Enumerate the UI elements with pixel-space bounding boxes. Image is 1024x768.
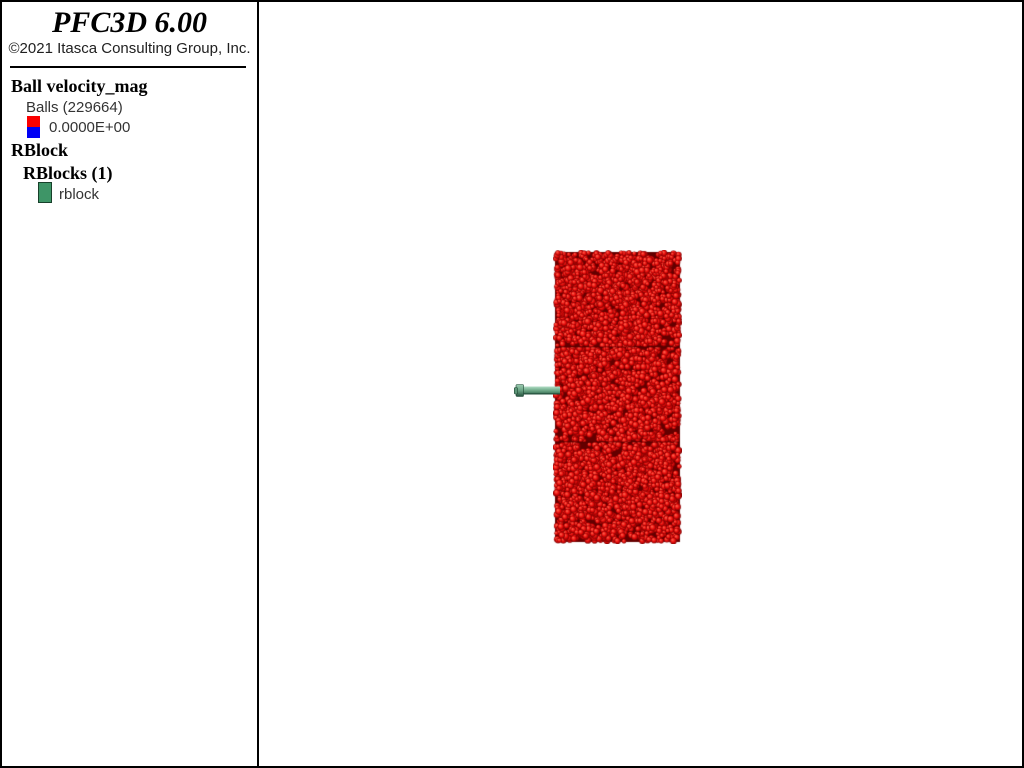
legend-item-balls-count: Balls (229664) bbox=[26, 99, 123, 116]
copyright-text: ©2021 Itasca Consulting Group, Inc. bbox=[8, 40, 251, 57]
model-viewport[interactable] bbox=[259, 2, 1022, 766]
rblock-color-swatch-icon bbox=[38, 182, 52, 203]
legend-panel: PFC3D 6.00 ©2021 Itasca Consulting Group… bbox=[2, 2, 257, 766]
rod-tip bbox=[514, 387, 518, 395]
rblock-rod bbox=[514, 384, 560, 397]
velocity-colormap-icon bbox=[27, 116, 40, 138]
rod-body-shadow bbox=[521, 393, 560, 395]
legend-separator bbox=[10, 66, 246, 68]
colormap-red-cell bbox=[27, 116, 40, 127]
ball-assembly bbox=[553, 250, 682, 544]
velocity-min-value: 0.0000E+00 bbox=[49, 119, 131, 136]
app-title: PFC3D 6.00 bbox=[51, 6, 207, 39]
legend-subheader-rblocks-count: RBlocks (1) bbox=[23, 163, 113, 183]
legend-header-rblock: RBlock bbox=[11, 140, 69, 160]
colormap-blue-cell bbox=[27, 127, 40, 138]
panel-divider bbox=[257, 2, 259, 766]
legend-item-rblock: rblock bbox=[59, 186, 100, 203]
legend-header-ball-velocity: Ball velocity_mag bbox=[11, 76, 148, 96]
rod-body bbox=[521, 386, 560, 395]
